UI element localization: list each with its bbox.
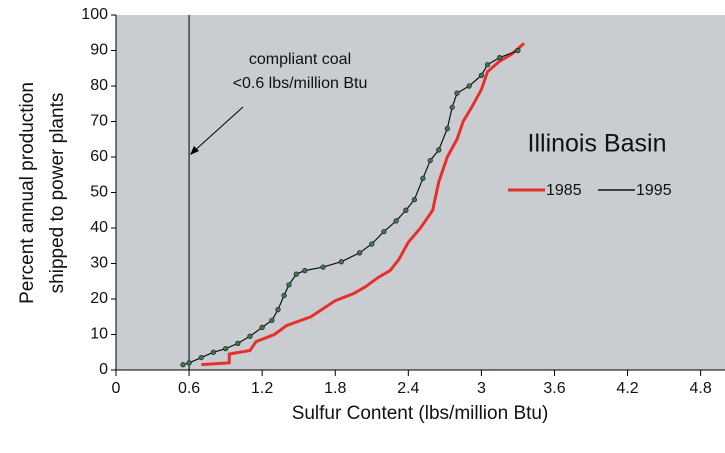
x-tick-label: 0.6 xyxy=(178,380,200,397)
series-line xyxy=(201,42,526,367)
y-tick-label: 40 xyxy=(90,219,108,236)
point xyxy=(357,250,363,256)
point xyxy=(293,271,299,277)
point xyxy=(449,104,455,110)
y-tick-label: 10 xyxy=(90,326,108,343)
point xyxy=(454,90,460,96)
point xyxy=(186,360,192,366)
legend-label: 1985 xyxy=(546,182,582,199)
point xyxy=(515,47,521,54)
x-tick-label: 3 xyxy=(477,380,486,397)
y-tick-label: 90 xyxy=(90,42,108,59)
x-tick-label: 4.8 xyxy=(690,380,712,397)
x-tick-label: 3.6 xyxy=(543,380,565,397)
x-tick-label: 0 xyxy=(112,380,121,397)
x-tick-label: 2.4 xyxy=(397,380,419,397)
arrow xyxy=(191,106,244,154)
y-tick-label: 80 xyxy=(90,77,108,94)
point xyxy=(497,54,503,61)
point xyxy=(180,362,186,368)
x-tick-label: 1.8 xyxy=(324,380,346,397)
y-tick-label: 60 xyxy=(90,148,108,165)
point xyxy=(338,259,344,265)
point xyxy=(235,340,241,346)
point xyxy=(259,324,265,331)
point xyxy=(286,282,292,288)
y-tick-label: 20 xyxy=(90,290,108,307)
point xyxy=(466,83,472,89)
point xyxy=(444,126,450,132)
point xyxy=(411,197,418,203)
point xyxy=(275,307,281,313)
point xyxy=(403,207,409,213)
point xyxy=(420,175,426,181)
point xyxy=(393,218,399,224)
point xyxy=(247,333,253,339)
point xyxy=(369,241,375,247)
chart-title: Illinois Basin xyxy=(528,130,667,158)
plot-area xyxy=(116,15,725,370)
point xyxy=(223,346,229,352)
point xyxy=(427,157,433,164)
point xyxy=(281,292,287,299)
point xyxy=(381,228,387,235)
x-tick-label: 4.2 xyxy=(616,380,638,397)
point xyxy=(320,264,326,270)
y-tick-label: 0 xyxy=(99,361,108,378)
point xyxy=(302,268,308,274)
y-tick-label: 30 xyxy=(90,255,108,272)
point xyxy=(478,72,485,78)
point xyxy=(198,354,204,361)
y-axis-label: Percent annual production xyxy=(17,82,38,304)
y-tick-label: 70 xyxy=(90,113,108,130)
y-tick-label: 100 xyxy=(81,6,108,23)
y-axis-label: shipped to power plants xyxy=(47,93,68,294)
point xyxy=(436,147,442,153)
point xyxy=(269,317,275,323)
y-tick-label: 50 xyxy=(90,184,108,201)
point xyxy=(484,62,491,68)
arrow-head xyxy=(190,146,199,155)
annotation: compliant coal xyxy=(249,51,351,68)
x-axis-label: Sulfur Content (lbs/million Btu) xyxy=(292,403,549,424)
x-tick-label: 1.2 xyxy=(251,380,273,397)
legend-label: 1995 xyxy=(636,182,672,199)
annotation: <0.6 lbs/million Btu xyxy=(233,75,368,92)
point xyxy=(210,349,217,355)
